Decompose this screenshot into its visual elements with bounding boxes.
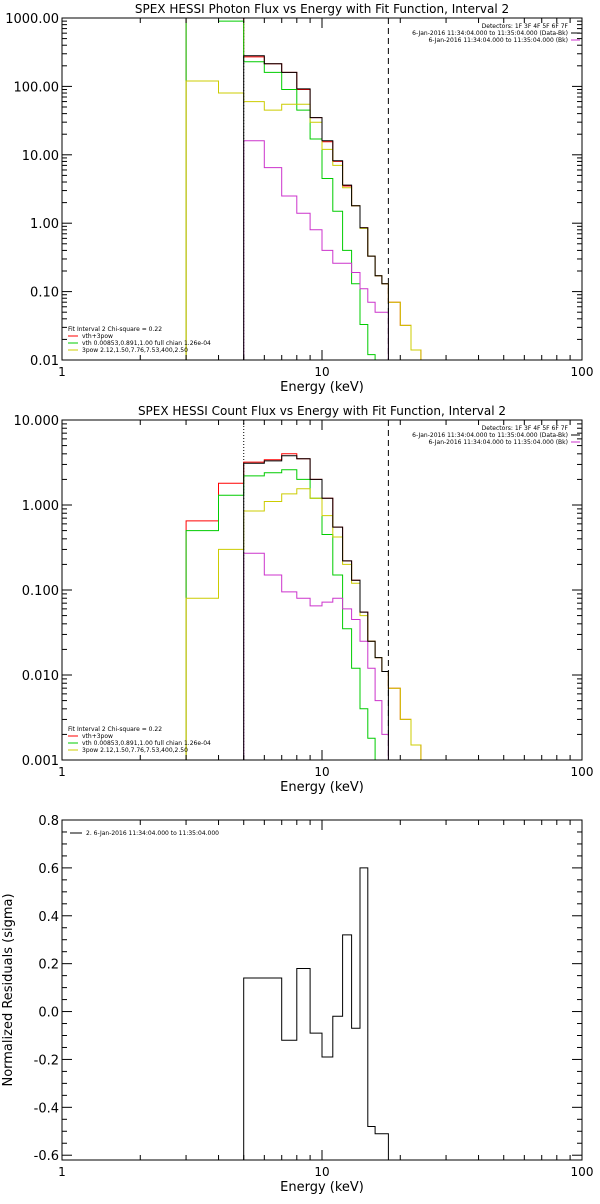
header-line: 6-Jan-2016 11:34:04.000 to 11:35:04.000 … bbox=[412, 30, 568, 37]
header-line: Detectors: 1F 3F 4F 5F 6F 7F bbox=[482, 23, 569, 30]
y-tick-label: 1.00 bbox=[30, 217, 59, 232]
series-line bbox=[243, 140, 389, 360]
y-tick-label: 0.010 bbox=[22, 669, 59, 684]
x-tick-label: 100 bbox=[571, 1165, 594, 1179]
y-tick-label: 1.000 bbox=[22, 499, 59, 514]
y-axis-label: Normalized Residuals (sigma) bbox=[1, 893, 16, 1086]
chart-title: SPEX HESSI Count Flux vs Energy with Fit… bbox=[138, 404, 506, 418]
y-tick-label: 100.00 bbox=[14, 80, 60, 95]
series-line bbox=[185, 469, 421, 760]
series-line bbox=[185, 488, 422, 760]
y-tick-label: 0.4 bbox=[38, 910, 59, 925]
series-line bbox=[185, 18, 421, 360]
y-tick-label: 0.10 bbox=[30, 286, 59, 301]
series-line bbox=[243, 455, 389, 760]
y-tick-label: -0.6 bbox=[34, 1149, 59, 1164]
legend-entry: vth 0.00853,0.891,1.00 full chian 1.26e-… bbox=[82, 340, 211, 347]
y-tick-label: 0.100 bbox=[22, 584, 59, 599]
plot-frame bbox=[61, 819, 583, 1161]
header-line: 6-Jan-2016 11:34:04.000 to 11:35:04.000 … bbox=[412, 432, 568, 439]
x-tick-label: 10 bbox=[314, 1165, 329, 1179]
x-tick-label: 1 bbox=[58, 1165, 66, 1179]
legend-entry: vth 0.00853,0.891,1.00 full chian 1.26e-… bbox=[82, 740, 211, 747]
legend-entry: vth+3pow bbox=[82, 733, 113, 740]
y-tick-label: 0.2 bbox=[38, 958, 59, 973]
y-tick-label: -0.4 bbox=[34, 1101, 59, 1116]
y-tick-label: 10.000 bbox=[14, 414, 60, 429]
y-tick-label: 0.8 bbox=[38, 814, 59, 829]
x-tick-label: 100 bbox=[571, 765, 594, 779]
x-tick-label: 1 bbox=[58, 765, 66, 779]
x-axis-label: Energy (keV) bbox=[280, 780, 364, 795]
legend-entry: Fit Interval 2 Chi-square = 0.22 bbox=[68, 326, 162, 333]
series-line bbox=[185, 453, 422, 760]
series-line bbox=[185, 18, 422, 360]
chart-title: SPEX HESSI Photon Flux vs Energy with Fi… bbox=[135, 2, 509, 16]
y-tick-label: 0.0 bbox=[38, 1006, 59, 1021]
y-tick-label: -0.2 bbox=[34, 1053, 59, 1068]
legend-entry: Fit Interval 2 Chi-square = 0.22 bbox=[68, 726, 162, 733]
y-tick-label: 1000.00 bbox=[5, 12, 59, 27]
x-tick-label: 100 bbox=[571, 365, 594, 379]
series-line bbox=[243, 552, 389, 760]
y-tick-label: 0.01 bbox=[30, 354, 59, 369]
x-axis-label: Energy (keV) bbox=[280, 1180, 364, 1195]
y-tick-label: 10.00 bbox=[22, 149, 59, 164]
legend-entry: 2. 6-Jan-2016 11:34:04.000 to 11:35:04.0… bbox=[86, 830, 219, 837]
x-tick-label: 10 bbox=[314, 765, 329, 779]
legend-entry: 3pow 2.12,1.50,7.76,7.53,400,2.50 bbox=[82, 347, 188, 354]
plot-frame bbox=[61, 17, 583, 361]
header-line: 6-Jan-2016 11:34:04.000 to 11:35:04.000 … bbox=[428, 37, 568, 44]
series-line bbox=[185, 80, 422, 360]
y-tick-label: 0.6 bbox=[38, 862, 59, 877]
header-line: 6-Jan-2016 11:34:04.000 to 11:35:04.000 … bbox=[428, 439, 568, 446]
header-line: Detectors: 1F 3F 4F 5F 6F 7F bbox=[482, 425, 569, 432]
x-axis-label: Energy (keV) bbox=[280, 380, 364, 395]
series-line bbox=[243, 55, 389, 360]
x-tick-label: 1 bbox=[58, 365, 66, 379]
x-tick-label: 10 bbox=[314, 365, 329, 379]
y-tick-label: 0.001 bbox=[22, 754, 59, 769]
plot-frame bbox=[61, 419, 583, 761]
legend-entry: 3pow 2.12,1.50,7.76,7.53,400,2.50 bbox=[82, 747, 188, 754]
legend-entry: vth+3pow bbox=[82, 333, 113, 340]
series-line bbox=[243, 867, 389, 1160]
